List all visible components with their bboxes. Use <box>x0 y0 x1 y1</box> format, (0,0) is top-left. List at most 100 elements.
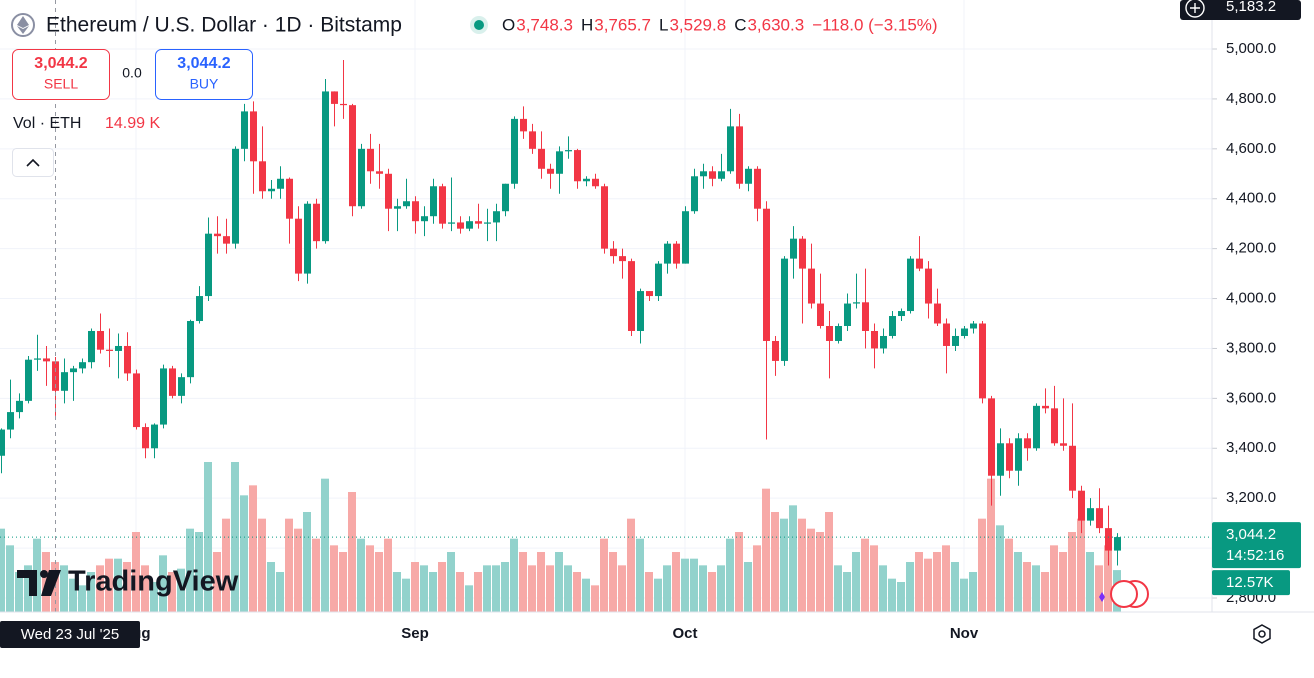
volume-bar <box>942 545 950 612</box>
spread: 0.0 <box>122 65 142 81</box>
logo: TradingView <box>17 566 239 598</box>
settings-button[interactable] <box>1253 624 1271 644</box>
volume-bar <box>465 585 473 612</box>
candle-body <box>637 291 644 331</box>
candle-body <box>565 150 572 152</box>
volume-bar <box>708 572 716 612</box>
candle-body <box>952 335 959 346</box>
volume-bar <box>906 562 914 612</box>
volume-bar <box>285 518 293 612</box>
collapse-button[interactable] <box>12 148 54 177</box>
candle-body <box>727 126 734 172</box>
y-tick-label: 3,800.0 <box>1226 339 1276 356</box>
candle-body <box>763 208 770 341</box>
candle-body <box>412 201 419 222</box>
crosshair-date: Wed 23 Jul '25 <box>21 626 119 643</box>
volume-bar <box>591 585 599 612</box>
candle-body <box>43 358 50 362</box>
y-tick-label: 5,000.0 <box>1226 40 1276 57</box>
candle-body <box>403 201 410 207</box>
volume-bar <box>753 545 761 612</box>
candle-body <box>304 203 311 274</box>
volume-bar <box>0 528 5 612</box>
candle-body <box>781 258 788 361</box>
volume-bar <box>735 532 743 612</box>
logo-mark <box>17 570 37 596</box>
volume-bar <box>843 572 851 612</box>
volume-bar <box>546 565 554 612</box>
volume-bar <box>87 572 95 612</box>
candle-body <box>349 105 356 207</box>
event-icon <box>1099 592 1105 602</box>
volume-bar <box>249 485 257 612</box>
volume-bar <box>420 565 428 612</box>
symbol-icon-glyph <box>17 16 29 34</box>
candle-body <box>619 256 626 262</box>
volume-bar <box>744 562 752 612</box>
candle-body <box>457 222 464 229</box>
candle-body <box>277 178 284 189</box>
candle-body <box>196 296 203 322</box>
volume-bar <box>690 558 698 612</box>
candle-body <box>682 211 689 264</box>
last-volume-box <box>1212 570 1290 596</box>
candle-body <box>1096 508 1103 529</box>
candle-body <box>358 148 365 207</box>
candle-body <box>1105 528 1112 551</box>
candle-body <box>943 323 950 346</box>
volume-bar <box>1059 552 1067 612</box>
candle-body <box>601 186 608 249</box>
candle-body <box>448 222 455 224</box>
volume-bar <box>240 495 248 612</box>
candle-body <box>691 176 698 212</box>
volume-bar <box>6 545 14 612</box>
volume-bar <box>510 538 518 612</box>
candle-body <box>628 261 635 331</box>
volume-bar <box>312 538 320 612</box>
logo-text: TradingView <box>68 566 239 598</box>
volume-bar <box>609 552 617 612</box>
trade-panel: 3,044.2 SELL 0.0 3,044.2 BUY <box>12 49 253 100</box>
volume-bar <box>78 585 86 612</box>
volume-bar <box>933 552 941 612</box>
candle-body <box>1006 443 1013 471</box>
y-tick-label: 4,200.0 <box>1226 240 1276 257</box>
y-tick-label: 4,000.0 <box>1226 290 1276 307</box>
volume-bar <box>960 578 968 612</box>
volume-bar <box>897 582 905 612</box>
candle-body <box>610 248 617 257</box>
volume-bar <box>600 538 608 612</box>
buy-button[interactable] <box>155 49 253 100</box>
symbol-title[interactable]: Ethereum / U.S. Dollar · 1D · Bitstamp <box>46 14 402 37</box>
volume-bar <box>366 545 374 612</box>
last-price-label: 3,044.2 <box>1226 526 1276 543</box>
market-status[interactable] <box>474 20 484 30</box>
candle-body <box>0 429 5 456</box>
candle-body <box>592 178 599 187</box>
candle-body <box>1051 408 1058 444</box>
volume-legend-label: Vol · ETH <box>13 115 81 132</box>
volume-bar <box>555 552 563 612</box>
volume-bar <box>132 532 140 612</box>
volume-bar <box>1050 545 1058 612</box>
volume-bar <box>951 562 959 612</box>
volume-bar <box>159 555 167 612</box>
volume-bar <box>456 572 464 612</box>
candle-body <box>394 206 401 209</box>
sell-button[interactable] <box>12 49 110 100</box>
candle-body <box>286 178 293 219</box>
ohlc-value: 3,529.8 <box>669 15 726 34</box>
labels: Wed 23 Jul '25 3,044.2 14:52:16 12.57K <box>0 522 1301 648</box>
top-price-label: 5,183.2 <box>1226 0 1276 15</box>
candle-body <box>547 168 554 174</box>
volume-bar <box>1095 565 1103 612</box>
candle-body <box>853 302 860 304</box>
candle-body <box>61 372 68 391</box>
volume-bar <box>105 558 113 612</box>
volume-bar <box>168 572 176 612</box>
candle-body <box>475 221 482 224</box>
volume-bar <box>357 538 365 612</box>
ohlc-legend: O 3,748.3 H 3,765.7 L 3,529.8 C 3,630.3 −118.0 (… <box>502 15 938 34</box>
candle-body <box>439 186 446 224</box>
volume-bar <box>15 572 23 612</box>
